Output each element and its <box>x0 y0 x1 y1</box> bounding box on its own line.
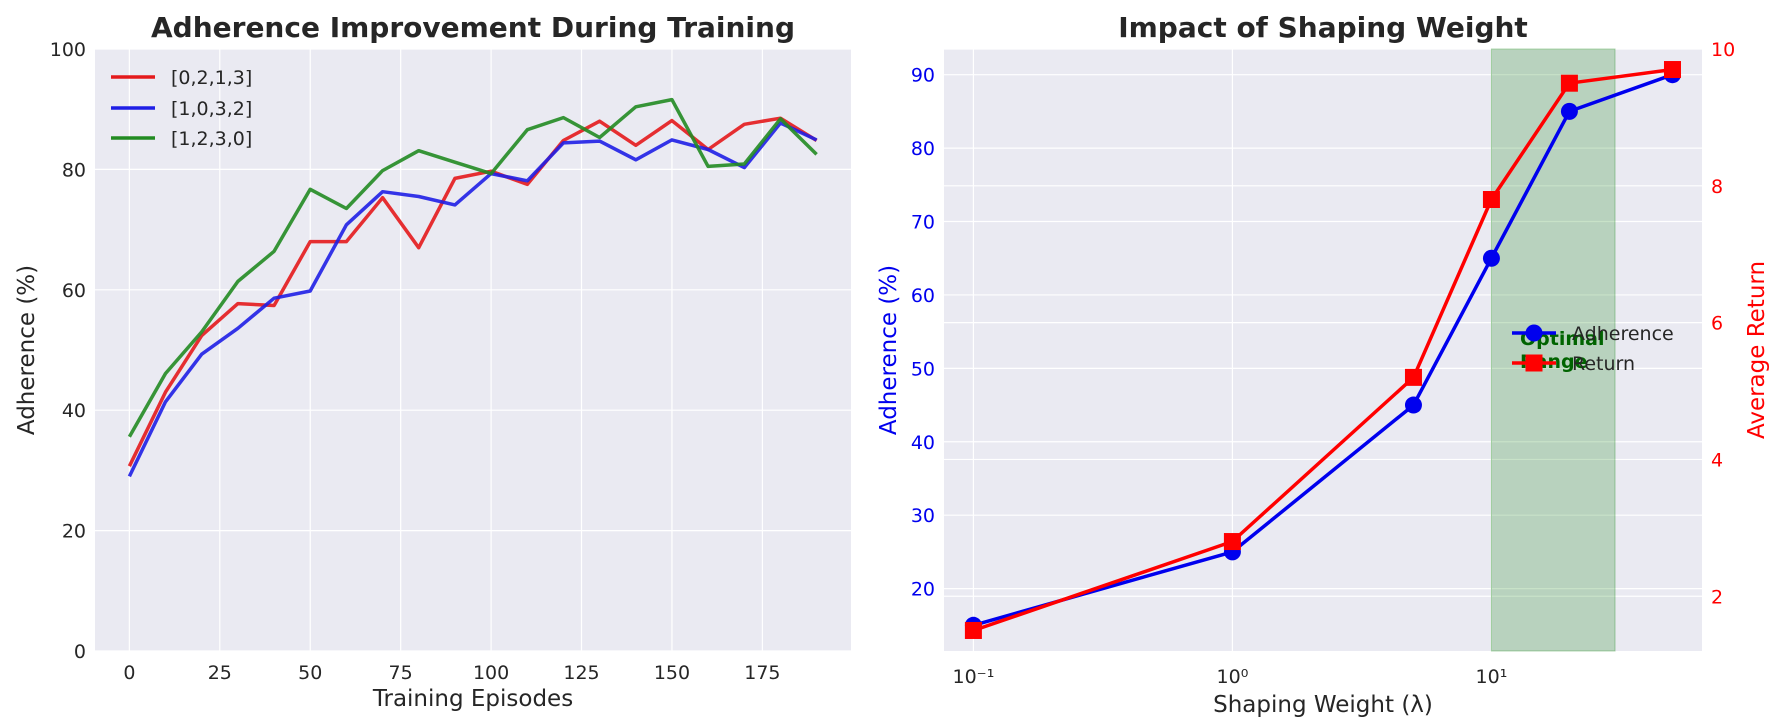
right-y-tick-label-right: 4 <box>1711 449 1723 471</box>
series-line-1 <box>127 116 818 467</box>
left-grid <box>95 48 851 652</box>
right-legend: Adherence Return <box>1512 323 1674 375</box>
right-y-tick-label-right: 6 <box>1711 313 1723 335</box>
left-y-axis-label: Adherence (%) <box>14 265 40 435</box>
return-line <box>972 67 1673 633</box>
legend-label-adherence: Adherence <box>1572 323 1674 345</box>
right-x-tick-label: 10¹ <box>1476 666 1508 688</box>
right-y-axis-label-left: Adherence (%) <box>876 265 902 435</box>
left-x-tick-label: 50 <box>298 662 322 684</box>
series-line-3 <box>127 97 818 438</box>
legend-label-series-3: [1,2,3,0] <box>171 128 252 150</box>
right-y-tick-label-right: 2 <box>1711 586 1723 608</box>
return-point <box>1223 533 1241 551</box>
return-point <box>1663 61 1681 79</box>
return-point <box>1404 368 1422 386</box>
left-chart-panel: Adherence Improvement During Training Tr… <box>14 11 851 712</box>
adherence-point <box>1404 396 1422 414</box>
left-x-tick-label: 150 <box>654 662 690 684</box>
left-tick-labels: 0 25 50 75 100 125 150 175 0 20 40 60 80 100 <box>50 39 781 684</box>
left-y-tick-label: 80 <box>62 159 86 181</box>
right-y-tick-label-left: 90 <box>911 65 935 87</box>
left-y-tick-label: 0 <box>74 641 86 663</box>
right-y-tick-label-right: 8 <box>1711 176 1723 198</box>
adherence-point <box>1482 249 1500 267</box>
left-chart-title: Adherence Improvement During Training <box>151 11 795 44</box>
left-y-tick-label: 40 <box>62 400 86 422</box>
legend-label-series-1: [0,2,1,3] <box>171 67 252 89</box>
optimal-range-shading <box>1490 48 1616 652</box>
right-y-tick-label-left: 20 <box>911 579 935 601</box>
return-point <box>964 621 982 639</box>
series-line-2 <box>127 121 818 478</box>
right-x-tick-label: 10⁰ <box>1217 666 1249 688</box>
right-y-tick-label-left: 60 <box>911 285 935 307</box>
right-y-tick-label-left: 50 <box>911 358 935 380</box>
adherence-line <box>972 73 1674 627</box>
left-x-tick-label: 125 <box>563 662 599 684</box>
left-plot-background <box>95 49 851 651</box>
right-y-tick-label-left: 40 <box>911 432 935 454</box>
legend-label-series-2: [1,0,3,2] <box>171 98 252 120</box>
legend-marker-return <box>1525 354 1543 372</box>
left-x-tick-label: 175 <box>744 662 780 684</box>
legend-marker-adherence <box>1525 324 1543 342</box>
left-legend: [0,2,1,3] [1,0,3,2] [1,2,3,0] <box>111 67 252 150</box>
right-series-lines <box>964 61 1681 639</box>
left-x-tick-label: 0 <box>123 662 135 684</box>
left-y-tick-label: 60 <box>62 280 86 302</box>
legend-label-return: Return <box>1572 353 1635 375</box>
right-plot-background <box>944 49 1702 651</box>
right-x-tick-label: 10⁻¹ <box>952 666 994 688</box>
left-x-tick-label: 25 <box>208 662 232 684</box>
return-point <box>1482 191 1500 208</box>
right-tick-labels: 10⁻¹ 10⁰ 10¹ 20 30 40 50 60 70 80 90 2 4 6 8 10 <box>911 39 1735 688</box>
left-x-axis-label: Training Episodes <box>372 686 573 712</box>
right-chart-title: Impact of Shaping Weight <box>1118 11 1528 44</box>
right-y-tick-label-left: 70 <box>911 212 935 234</box>
adherence-point <box>1560 102 1578 120</box>
left-x-tick-label: 75 <box>389 662 413 684</box>
right-y-tick-label-left: 80 <box>911 138 935 160</box>
return-point <box>1560 74 1578 92</box>
right-y-tick-label-left: 30 <box>911 505 935 527</box>
right-y-tick-label-right: 10 <box>1711 39 1735 61</box>
left-y-tick-label: 100 <box>50 39 86 61</box>
left-series-lines <box>127 97 818 478</box>
right-chart-panel: Impact of Shaping Weight Shaping Weight … <box>876 11 1770 718</box>
left-y-tick-label: 20 <box>62 521 86 543</box>
left-x-tick-label: 100 <box>473 662 509 684</box>
right-x-axis-label: Shaping Weight (λ) <box>1213 692 1433 718</box>
right-y-axis-label-right: Average Return <box>1744 261 1770 439</box>
